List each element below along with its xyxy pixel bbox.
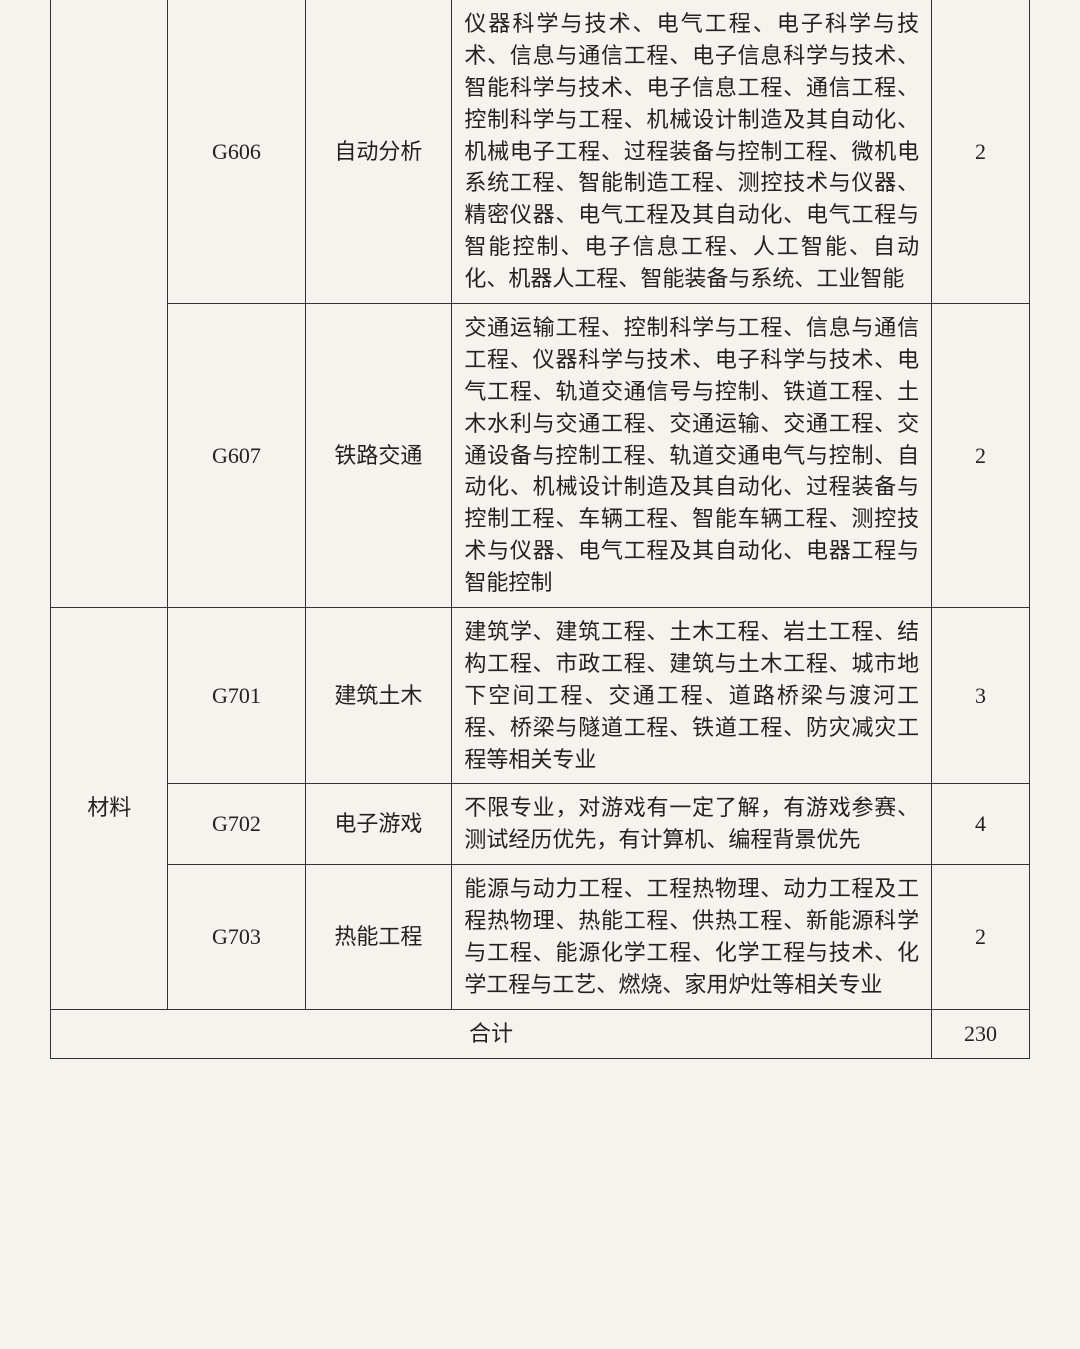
table-row: G702 电子游戏 不限专业，对游戏有一定了解，有游戏参赛、测试经历优先，有计算… (51, 784, 1030, 865)
field-cell: 自动分析 (305, 0, 452, 304)
table-row: G703 热能工程 能源与动力工程、工程热物理、动力工程及工程热物理、热能工程、… (51, 865, 1030, 1010)
count-cell: 3 (932, 608, 1030, 784)
category-cell: 材料 (51, 608, 168, 1010)
code-cell: G703 (168, 865, 305, 1010)
count-cell: 2 (932, 865, 1030, 1010)
count-cell: 4 (932, 784, 1030, 865)
desc-cell: 能源与动力工程、工程热物理、动力工程及工程热物理、热能工程、供热工程、新能源科学… (452, 865, 932, 1010)
table-row: 材料 G701 建筑土木 建筑学、建筑工程、土木工程、岩土工程、结构工程、市政工… (51, 608, 1030, 784)
desc-cell: 不限专业，对游戏有一定了解，有游戏参赛、测试经历优先，有计算机、编程背景优先 (452, 784, 932, 865)
total-row: 合计 230 (51, 1009, 1030, 1058)
desc-cell: 交通运输工程、控制科学与工程、信息与通信工程、仪器科学与技术、电子科学与技术、电… (452, 304, 932, 608)
desc-cell: 仪器科学与技术、电气工程、电子科学与技术、信息与通信工程、电子信息科学与技术、智… (452, 0, 932, 304)
field-cell: 铁路交通 (305, 304, 452, 608)
total-label-cell: 合计 (51, 1009, 932, 1058)
total-value-cell: 230 (932, 1009, 1030, 1058)
field-cell: 建筑土木 (305, 608, 452, 784)
code-cell: G701 (168, 608, 305, 784)
count-cell: 2 (932, 304, 1030, 608)
code-cell: G606 (168, 0, 305, 304)
recruitment-table: G606 自动分析 仪器科学与技术、电气工程、电子科学与技术、信息与通信工程、电… (50, 0, 1030, 1059)
code-cell: G702 (168, 784, 305, 865)
table-row: G606 自动分析 仪器科学与技术、电气工程、电子科学与技术、信息与通信工程、电… (51, 0, 1030, 304)
document-page: G606 自动分析 仪器科学与技术、电气工程、电子科学与技术、信息与通信工程、电… (0, 0, 1080, 1349)
count-cell: 2 (932, 0, 1030, 304)
code-cell: G607 (168, 304, 305, 608)
desc-cell: 建筑学、建筑工程、土木工程、岩土工程、结构工程、市政工程、建筑与土木工程、城市地… (452, 608, 932, 784)
field-cell: 热能工程 (305, 865, 452, 1010)
field-cell: 电子游戏 (305, 784, 452, 865)
table-row: G607 铁路交通 交通运输工程、控制科学与工程、信息与通信工程、仪器科学与技术… (51, 304, 1030, 608)
category-cell (51, 0, 168, 608)
